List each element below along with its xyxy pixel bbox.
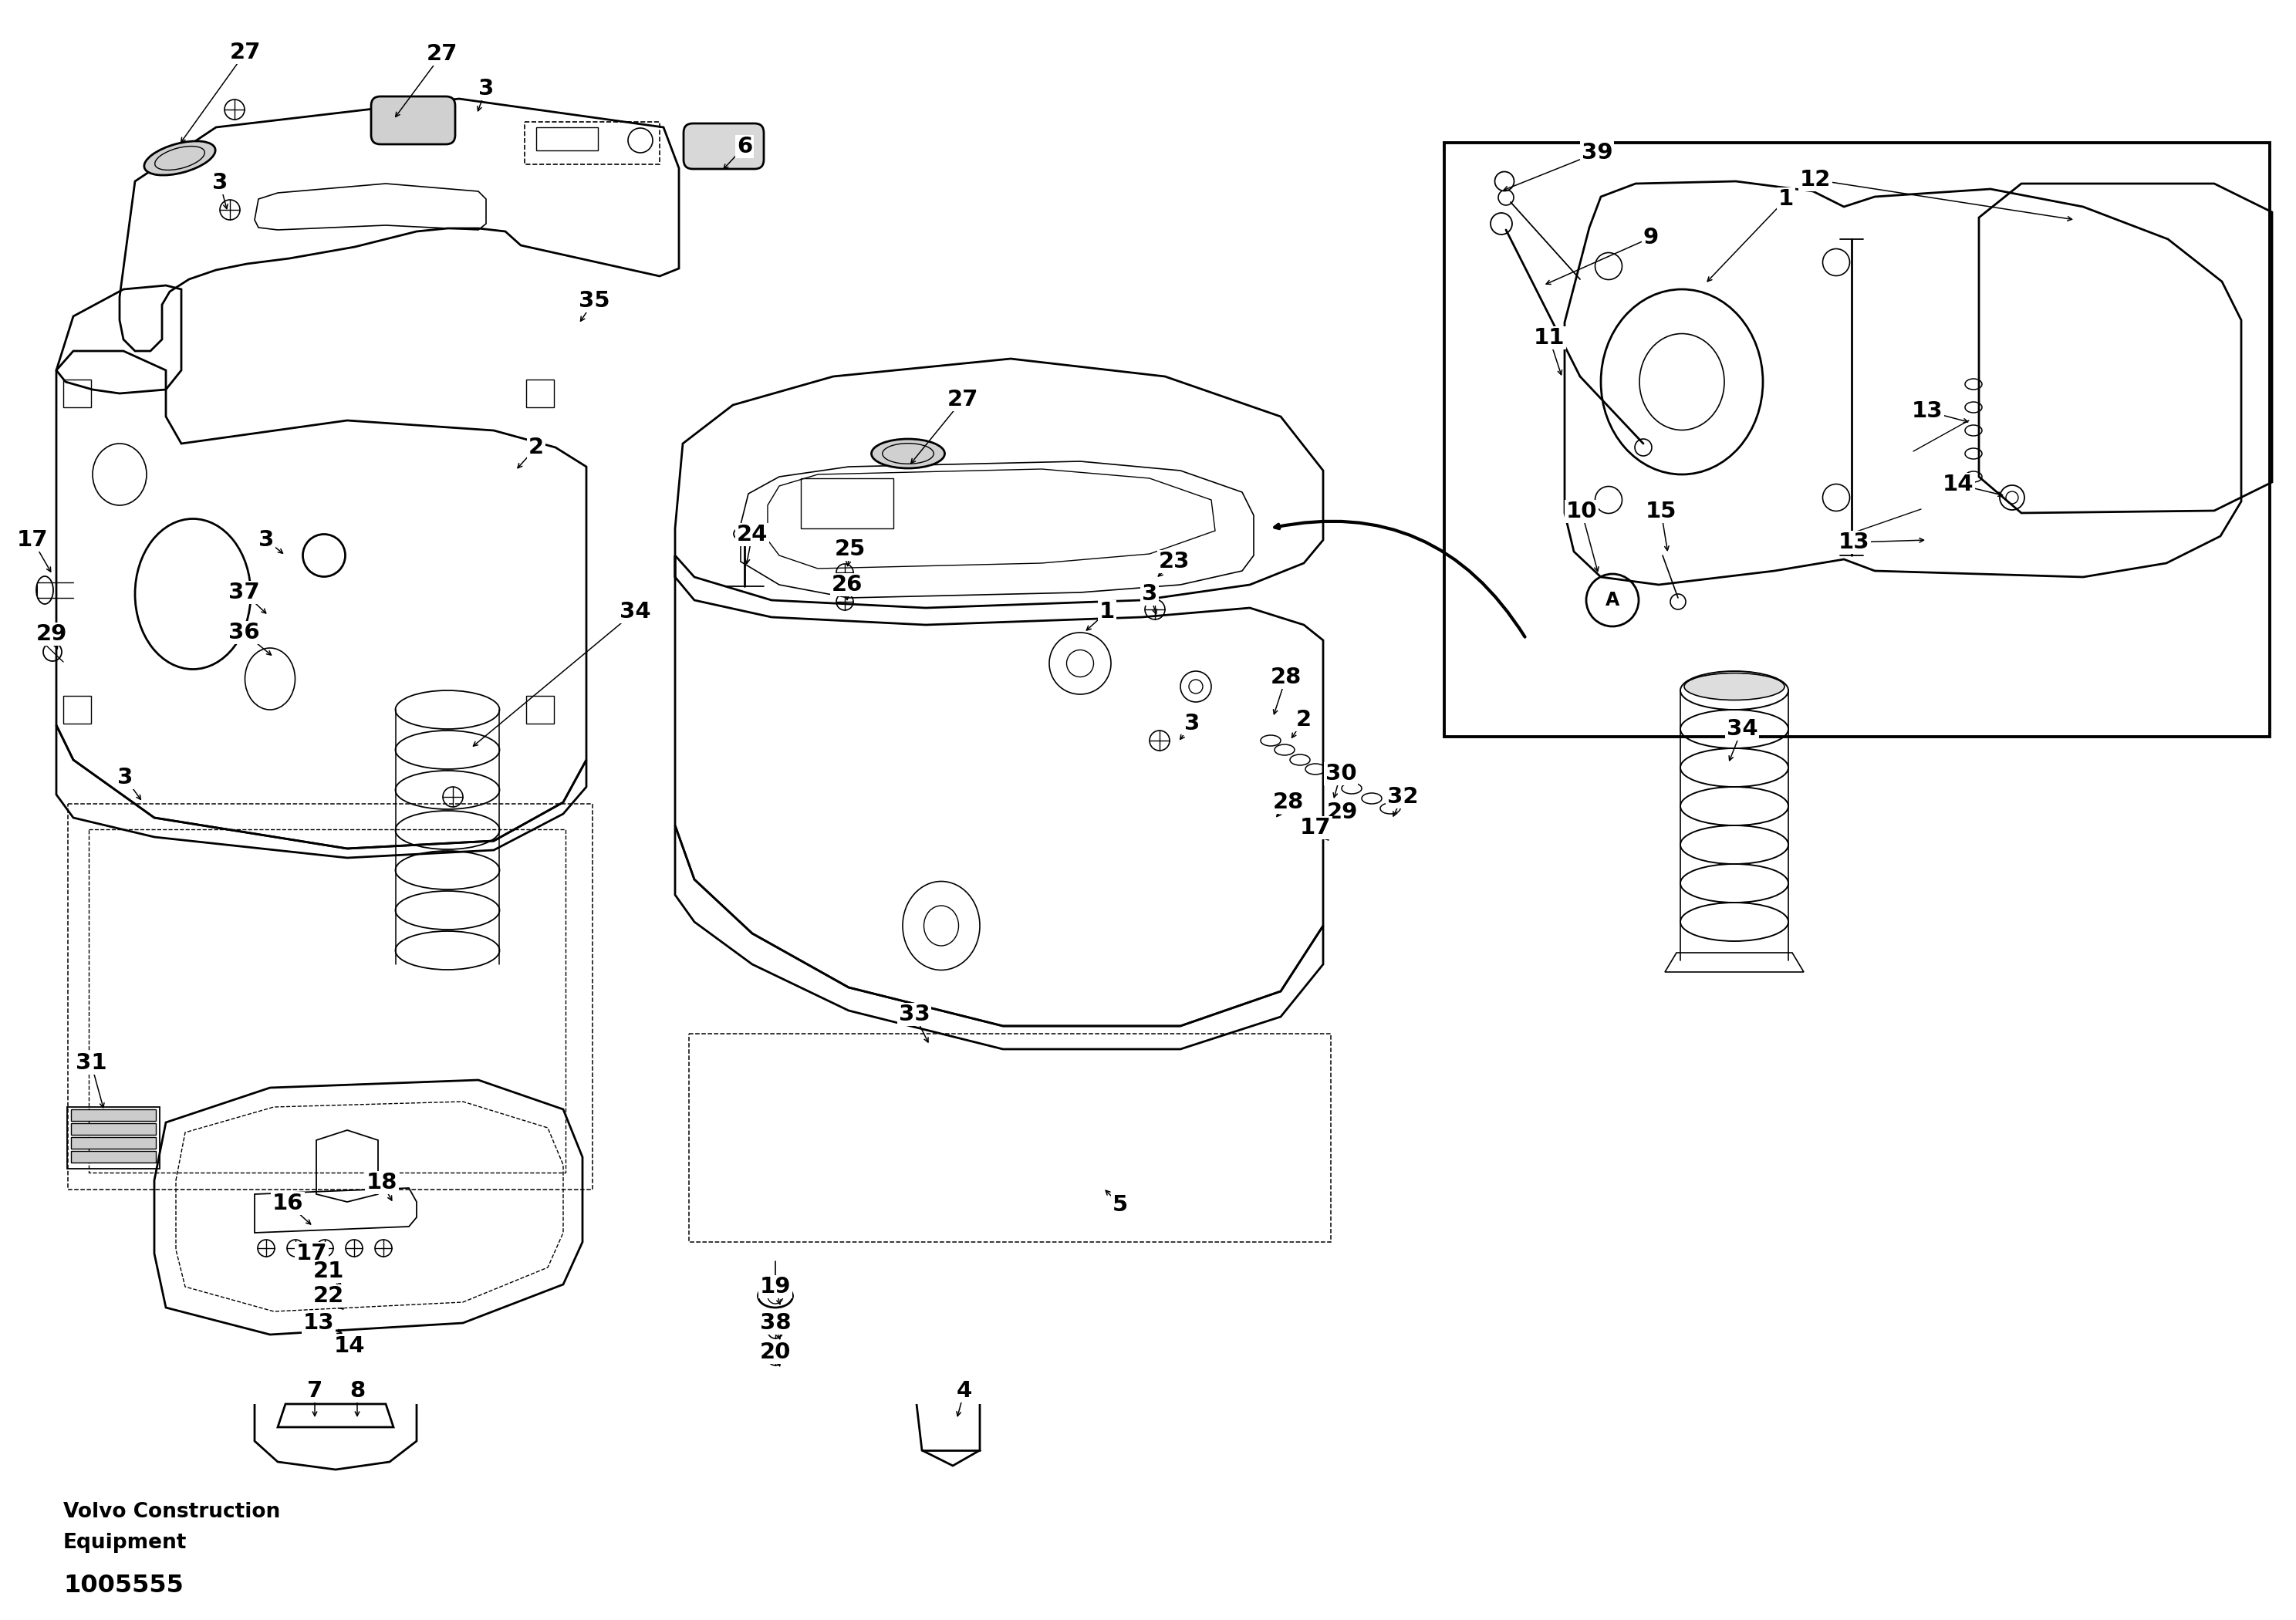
Text: 25: 25: [836, 538, 866, 561]
Text: 17: 17: [296, 1243, 328, 1264]
Text: Equipment: Equipment: [64, 1533, 186, 1554]
Text: 22: 22: [312, 1285, 344, 1307]
Text: 13: 13: [1839, 531, 1869, 552]
Text: 29: 29: [1327, 802, 1357, 823]
Text: 7: 7: [308, 1380, 324, 1401]
Text: 1: 1: [1100, 601, 1116, 622]
Text: 6: 6: [737, 136, 753, 157]
Text: 26: 26: [831, 573, 863, 596]
Text: 3: 3: [1141, 583, 1157, 604]
Ellipse shape: [1495, 172, 1513, 191]
Text: A: A: [1605, 591, 1619, 609]
Text: 11: 11: [1534, 327, 1566, 348]
Bar: [1444, 143, 2271, 737]
Text: 19: 19: [760, 1277, 792, 1298]
Text: 34: 34: [1727, 718, 1759, 740]
Text: 29: 29: [37, 624, 67, 645]
FancyBboxPatch shape: [372, 97, 455, 144]
Text: 37: 37: [227, 582, 259, 603]
Text: 2: 2: [1295, 710, 1311, 731]
Text: 35: 35: [579, 290, 611, 311]
Text: 27: 27: [230, 42, 262, 63]
Text: 13: 13: [1913, 400, 1942, 421]
Text: 3: 3: [478, 78, 494, 99]
Text: 16: 16: [273, 1192, 303, 1215]
Bar: [90, 829, 565, 1173]
Text: 17: 17: [16, 530, 48, 551]
Text: 1005555: 1005555: [64, 1573, 184, 1597]
Text: 32: 32: [1387, 786, 1419, 808]
Text: 34: 34: [620, 601, 650, 622]
Ellipse shape: [1490, 212, 1513, 235]
Text: 10: 10: [1566, 501, 1598, 522]
Text: 8: 8: [349, 1380, 365, 1401]
Text: 5: 5: [1114, 1194, 1127, 1215]
Text: 28: 28: [1272, 792, 1304, 813]
Text: 3: 3: [1185, 713, 1201, 734]
Ellipse shape: [145, 141, 216, 175]
Bar: [64, 379, 92, 407]
Bar: [71, 1110, 156, 1121]
Bar: [537, 128, 597, 151]
Text: 18: 18: [367, 1171, 397, 1194]
Text: 27: 27: [948, 389, 978, 410]
Text: 14: 14: [333, 1335, 365, 1358]
Bar: [69, 804, 592, 1189]
Text: 33: 33: [898, 1004, 930, 1025]
Bar: [67, 1106, 161, 1168]
Ellipse shape: [872, 439, 944, 468]
Text: 21: 21: [312, 1260, 344, 1281]
Text: 3: 3: [259, 530, 273, 551]
Text: 17: 17: [1300, 816, 1332, 839]
Text: 36: 36: [227, 622, 259, 643]
Text: 12: 12: [1800, 168, 1830, 191]
Text: 38: 38: [760, 1312, 792, 1333]
Ellipse shape: [1685, 672, 1784, 700]
Text: 24: 24: [737, 523, 767, 546]
Text: 28: 28: [1270, 666, 1302, 688]
Bar: [64, 697, 92, 724]
Bar: [523, 122, 659, 164]
Text: 3: 3: [117, 766, 133, 789]
Text: 15: 15: [1646, 501, 1676, 522]
Text: 14: 14: [1942, 473, 1975, 496]
Bar: [526, 379, 553, 407]
Bar: [689, 1034, 1332, 1243]
Text: 20: 20: [760, 1341, 790, 1362]
Bar: [71, 1123, 156, 1134]
Text: 30: 30: [1325, 763, 1357, 784]
Text: 3: 3: [211, 172, 227, 194]
Text: Volvo Construction: Volvo Construction: [64, 1502, 280, 1523]
Bar: [71, 1150, 156, 1163]
Text: 2: 2: [528, 437, 544, 458]
Text: 23: 23: [1159, 551, 1189, 572]
FancyBboxPatch shape: [684, 123, 765, 168]
Text: 31: 31: [76, 1053, 106, 1074]
Text: 39: 39: [1582, 143, 1612, 164]
Bar: [71, 1137, 156, 1149]
Text: 4: 4: [957, 1380, 971, 1401]
Ellipse shape: [1499, 190, 1513, 206]
Text: 1: 1: [1777, 188, 1793, 211]
Bar: [526, 697, 553, 724]
Text: 9: 9: [1644, 227, 1658, 248]
Text: 13: 13: [303, 1312, 335, 1333]
Bar: [801, 478, 893, 528]
Text: 27: 27: [427, 44, 457, 65]
